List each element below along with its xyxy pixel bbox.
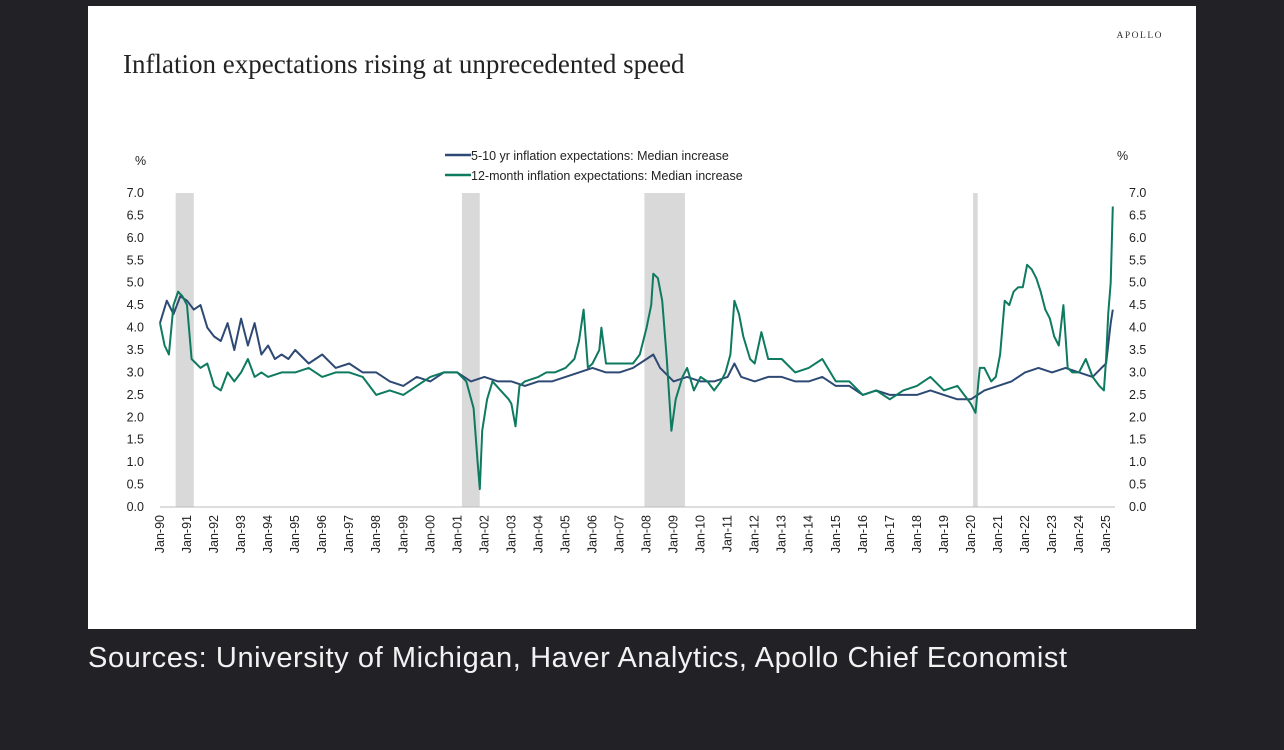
y-tick-right: 6.0 (1129, 231, 1146, 245)
x-tick-label: Jan-20 (964, 515, 978, 553)
x-tick-label: Jan-00 (423, 515, 437, 553)
y-tick-right: 1.0 (1129, 455, 1146, 469)
x-tick-label: Jan-92 (207, 515, 221, 553)
x-tick-label: Jan-06 (585, 515, 599, 553)
recession-band-3 (644, 193, 685, 507)
legend: 5-10 yr inflation expectations: Median i… (445, 149, 743, 183)
y-tick-right: 1.5 (1129, 433, 1146, 447)
x-tick-label: Jan-24 (1072, 515, 1086, 553)
y-tick-right: 3.5 (1129, 343, 1146, 357)
x-tick-label: Jan-08 (640, 515, 654, 553)
y-tick-left: 3.5 (127, 343, 144, 357)
x-tick-label: Jan-91 (180, 515, 194, 553)
x-tick-label: Jan-04 (531, 515, 545, 553)
x-tick-label: Jan-18 (910, 515, 924, 553)
x-tick-label: Jan-19 (937, 515, 951, 553)
y-tick-right: 2.5 (1129, 388, 1146, 402)
x-tick-label: Jan-97 (342, 515, 356, 553)
x-tick-label: Jan-07 (613, 515, 627, 553)
x-tick-label: Jan-90 (153, 515, 167, 553)
legend-label-series-2: 12-month inflation expectations: Median … (471, 169, 743, 183)
y-tick-right: 5.0 (1129, 276, 1146, 290)
series-line-2 (159, 206, 1114, 491)
y-tick-left: 1.0 (127, 455, 144, 469)
chart-title: Inflation expectations rising at unprece… (123, 49, 685, 79)
x-tick-label: Jan-14 (802, 515, 816, 553)
y-axis-unit-left: % (135, 154, 146, 168)
y-tick-right: 2.0 (1129, 410, 1146, 424)
x-tick-label: Jan-99 (396, 515, 410, 553)
x-axis-labels: Jan-90 Jan-91 Jan-92 Jan-93 Jan-94 Jan-95 Jan-… (153, 515, 1113, 553)
y-tick-left: 0.5 (127, 478, 144, 492)
x-tick-label: Jan-96 (315, 515, 329, 553)
x-tick-label: Jan-98 (369, 515, 383, 553)
recession-band-1 (175, 193, 194, 507)
y-tick-right: 0.0 (1129, 500, 1146, 514)
x-tick-label: Jan-01 (450, 515, 464, 553)
apollo-logo: APOLLO (1116, 31, 1163, 41)
line-chart: 0.0 0.0 0.5 0.5 1.0 1.0 1.5 1.5 2.0 2.0 2.5 2.5 3.0 3… (127, 149, 1147, 553)
y-tick-left: 1.5 (127, 433, 144, 447)
x-tick-label: Jan-21 (991, 515, 1005, 553)
series-lines (159, 206, 1114, 491)
y-tick-left: 5.5 (127, 253, 144, 267)
x-tick-label: Jan-13 (775, 515, 789, 553)
y-axis-labels: 0.0 0.0 0.5 0.5 1.0 1.0 1.5 1.5 2.0 2.0 2.5 2.5 3.0 3… (127, 186, 1147, 514)
x-tick-label: Jan-03 (504, 515, 518, 553)
y-tick-left: 3.0 (127, 365, 144, 379)
source-note: Sources: University of Michigan, Haver A… (88, 642, 1068, 674)
chart-card: APOLLO Inflation expectations rising at … (88, 6, 1196, 629)
x-tick-label: Jan-16 (856, 515, 870, 553)
x-tick-label: Jan-94 (261, 515, 275, 553)
y-tick-right: 5.5 (1129, 253, 1146, 267)
x-tick-label: Jan-09 (667, 515, 681, 553)
x-tick-label: Jan-15 (829, 515, 843, 553)
y-tick-left: 0.0 (127, 500, 144, 514)
y-axis-unit-right: % (1117, 149, 1128, 163)
y-tick-left: 6.5 (127, 208, 144, 222)
y-tick-left: 5.0 (127, 276, 144, 290)
x-tick-label: Jan-05 (558, 515, 572, 553)
x-tick-label: Jan-25 (1099, 515, 1113, 553)
x-tick-label: Jan-02 (477, 515, 491, 553)
x-tick-label: Jan-17 (883, 515, 897, 553)
x-tick-label: Jan-12 (748, 515, 762, 553)
y-tick-left: 7.0 (127, 186, 144, 200)
x-tick-label: Jan-11 (721, 515, 735, 552)
y-tick-left: 6.0 (127, 231, 144, 245)
y-tick-left: 2.5 (127, 388, 144, 402)
legend-label-series-1: 5-10 yr inflation expectations: Median i… (471, 149, 729, 163)
y-tick-right: 4.0 (1129, 321, 1146, 335)
y-tick-right: 4.5 (1129, 298, 1146, 312)
y-tick-left: 4.0 (127, 321, 144, 335)
series-line-1 (159, 295, 1114, 401)
x-tick-label: Jan-23 (1045, 515, 1059, 553)
x-tick-label: Jan-10 (694, 515, 708, 553)
y-tick-right: 0.5 (1129, 478, 1146, 492)
y-tick-left: 4.5 (127, 298, 144, 312)
y-tick-right: 3.0 (1129, 365, 1146, 379)
recession-band-4 (973, 193, 978, 507)
y-tick-right: 7.0 (1129, 186, 1146, 200)
y-tick-left: 2.0 (127, 410, 144, 424)
x-tick-label: Jan-22 (1018, 515, 1032, 553)
x-tick-label: Jan-93 (234, 515, 248, 553)
x-tick-label: Jan-95 (288, 515, 302, 553)
y-tick-right: 6.5 (1129, 208, 1146, 222)
